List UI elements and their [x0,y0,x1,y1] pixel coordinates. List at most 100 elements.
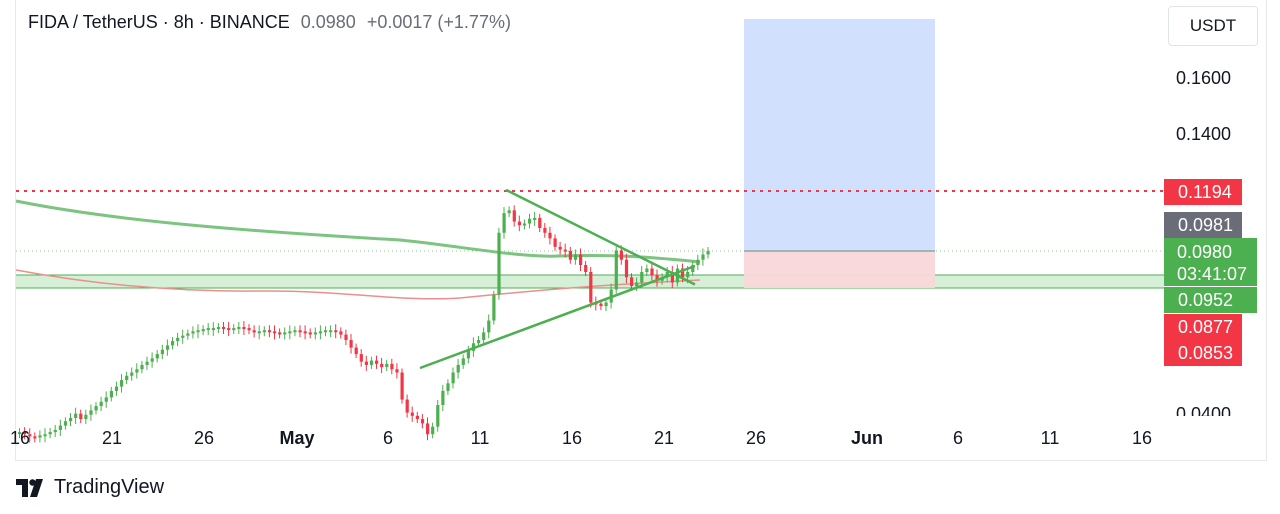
candle-body [222,327,226,329]
currency-button[interactable]: USDT [1168,6,1258,46]
last-price: 0.0980 [300,12,356,32]
candle-body [43,434,47,437]
candle-body [211,328,215,331]
candle-body [584,265,588,272]
candle-body [160,349,164,355]
candle-body [191,331,195,334]
candle-body [686,272,690,278]
candle-body [364,361,368,365]
x-tick-label: 21 [101,428,123,448]
live-price-badge: 0.0980 03:41:07 [1164,238,1257,286]
candle-body [604,302,608,307]
candle-body [135,369,139,373]
candle-body [278,332,282,335]
stop-zone [744,251,935,288]
candle-body [441,390,445,405]
candle-body [18,432,22,435]
pattern-layer [419,188,696,370]
candle-body [232,328,236,331]
candle-body [145,361,149,365]
zones-layer [16,19,1164,289]
chart-header: FIDA / TetherUS · 8h · BINANCE 0.0980 +0… [28,12,511,33]
candle-body [640,272,644,283]
x-tick-label: 11 [1040,428,1060,448]
candle-body [155,354,159,359]
candle-body [415,415,419,420]
candle-body [538,217,542,229]
candle-body [273,331,277,334]
candle-body [28,434,32,437]
candle-body [257,331,261,334]
candle-body [533,217,537,220]
candles-layer [18,205,710,443]
candle-body [563,249,567,252]
candle-body [206,328,210,331]
x-tick-label: 11 [470,428,490,448]
candle-body [543,228,547,233]
candle-body [318,331,323,334]
candle-body [38,435,42,438]
previous-close-badge: 0.0981 [1164,212,1242,238]
candle-body [201,329,205,332]
candle-body [69,418,73,422]
target-price-badge: 0.1194 [1164,179,1242,205]
candle-body [176,337,180,342]
candle-body [89,410,93,415]
candle-body [283,332,287,335]
candle-body [74,413,78,418]
candle-body [665,272,669,278]
candle-body [23,432,27,435]
candle-body [410,412,414,416]
candle-body [446,383,450,391]
candle-body [456,364,460,373]
candle-body [706,251,710,255]
candle-body [385,363,389,368]
candle-body [48,432,52,435]
chart-frame[interactable] [15,0,1267,461]
x-tick-label: 6 [382,428,394,448]
candle-body [645,268,649,272]
candle-body [497,232,501,295]
candle-body [324,330,328,333]
y-tick-label: 0.1600 [1176,68,1232,88]
x-tick-label: 21 [653,428,675,448]
candle-body [165,345,170,350]
stop-high-badge: 0.0877 [1164,314,1242,340]
candle-body [252,330,256,333]
target-zone [744,19,935,251]
candle-body [196,330,200,333]
price-change: +0.0017 (+1.77%) [366,12,511,32]
candle-body [553,238,557,247]
candle-body [375,360,379,364]
candle-body [242,327,246,329]
tradingview-logo-icon[interactable] [16,478,46,497]
candle-body [630,277,634,286]
live-price-value: 0.0980 [1177,242,1233,262]
candle-body [344,334,348,340]
candle-body [477,340,481,344]
x-tick-label: Jun [850,428,884,448]
candle-body [492,294,496,321]
x-tick-label: May [279,428,315,448]
x-tick-label: 26 [745,428,767,448]
candle-body [548,232,552,239]
candle-body [522,223,527,226]
candle-body [130,372,134,376]
candle-body [619,250,623,260]
candle-body [405,399,409,413]
candle-body [517,221,521,226]
candle-body [63,421,68,426]
candle-body [99,401,103,407]
candle-body [288,331,292,334]
candle-body [482,332,486,340]
tradingview-brand[interactable]: TradingView [54,476,165,498]
symbol-title[interactable]: FIDA / TetherUS · 8h · BINANCE [28,12,290,32]
candle-body [670,272,674,283]
candle-body [216,327,221,329]
candle-body [267,330,272,333]
candle-body [181,335,185,338]
candle-body [589,272,593,303]
candle-body [303,331,307,334]
candle-body [420,419,425,424]
